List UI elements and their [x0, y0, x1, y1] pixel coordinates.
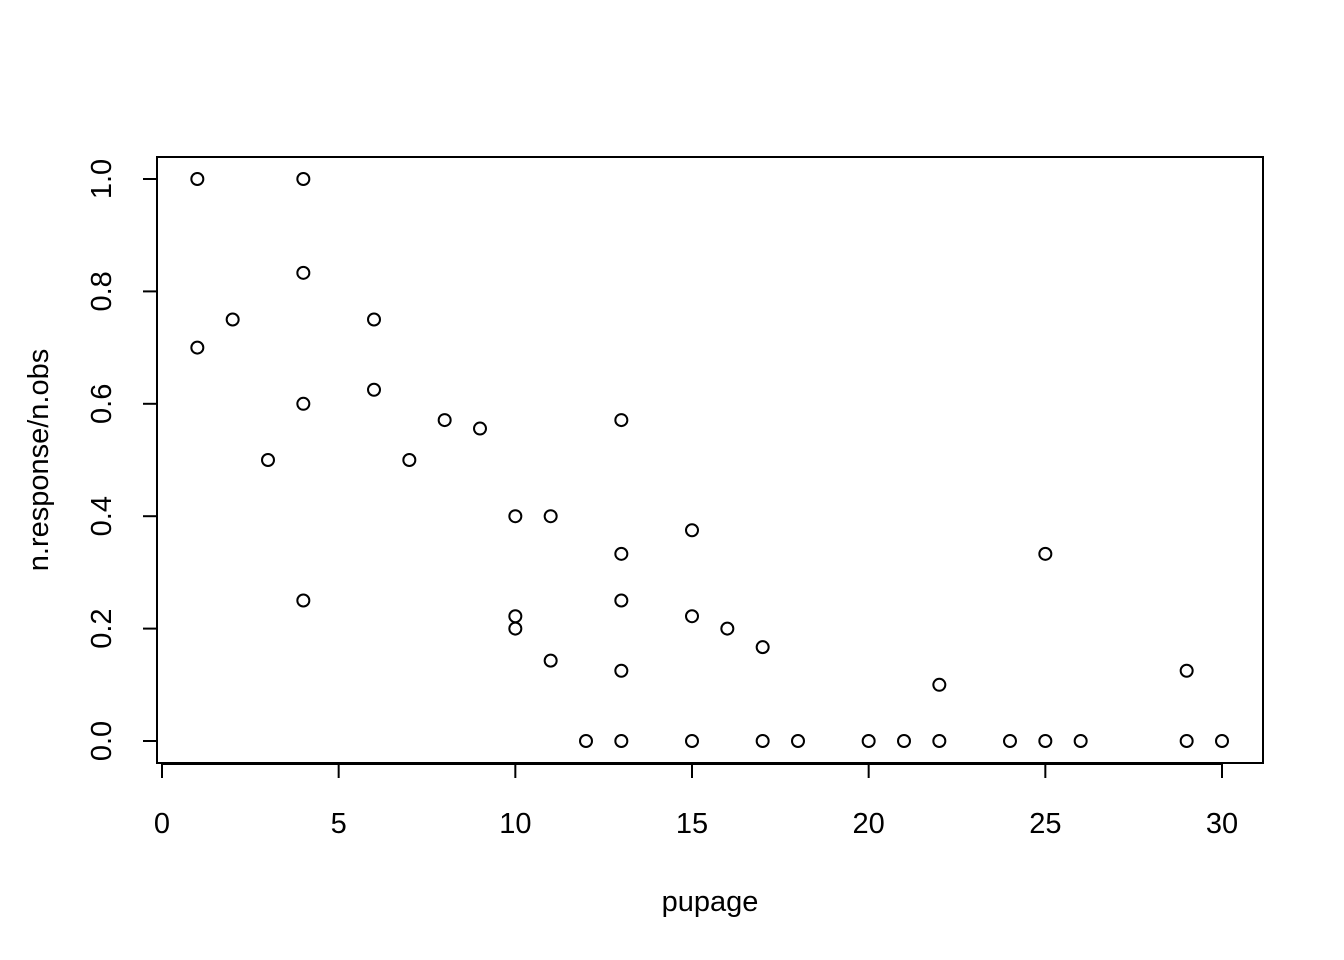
data-point: [296, 593, 311, 608]
x-tick-label: 10: [499, 808, 531, 840]
data-point: [473, 421, 487, 436]
data-points: [190, 172, 1229, 748]
data-point: [1003, 734, 1017, 748]
data-point: [685, 734, 699, 748]
x-tick-label: 5: [331, 808, 347, 840]
y-axis: 0.0 0.2 0.4 0.6 0.8 1.0: [86, 159, 158, 761]
x-axis-label: pupage: [662, 886, 759, 918]
data-point: [897, 734, 911, 748]
data-point: [402, 453, 417, 467]
data-point: [614, 663, 629, 678]
data-point: [508, 609, 523, 624]
data-point: [614, 546, 629, 561]
data-point: [791, 734, 805, 748]
data-point: [543, 653, 558, 668]
y-tick-label: 1.0: [86, 159, 118, 199]
data-point: [261, 453, 275, 467]
data-point: [1038, 734, 1053, 748]
y-axis-label: n.response/n.obs: [23, 349, 55, 571]
data-point: [1215, 734, 1229, 748]
data-point: [190, 340, 205, 355]
data-point: [755, 734, 770, 748]
data-point: [861, 734, 876, 748]
data-point: [755, 640, 770, 655]
data-point: [508, 509, 523, 524]
y-tick-label: 0.8: [86, 271, 118, 311]
data-point: [685, 609, 699, 624]
x-tick-label: 0: [154, 808, 170, 840]
data-point: [1179, 734, 1194, 748]
x-axis: 0 5 10 15 20 25 30: [154, 763, 1238, 840]
data-point: [225, 312, 240, 327]
y-tick-label: 0.0: [86, 721, 118, 761]
data-point: [1038, 546, 1053, 561]
plot-frame: [156, 156, 1264, 764]
data-point: [579, 734, 593, 748]
data-point: [437, 413, 452, 428]
data-point: [1179, 663, 1194, 678]
data-point: [720, 621, 735, 636]
data-point: [614, 593, 629, 608]
data-point: [614, 413, 629, 428]
y-tick-label: 0.6: [86, 384, 118, 424]
data-point: [685, 523, 699, 538]
data-point: [932, 734, 947, 748]
x-tick-label: 25: [1029, 808, 1061, 840]
data-point: [543, 509, 558, 524]
data-point: [614, 734, 629, 748]
data-point: [367, 382, 381, 397]
data-point: [932, 677, 947, 692]
x-tick-label: 20: [853, 808, 885, 840]
y-tick-label: 0.4: [86, 496, 118, 536]
data-point: [296, 396, 311, 411]
data-point: [508, 621, 523, 636]
data-point: [296, 172, 311, 186]
data-point: [190, 172, 205, 186]
x-tick-label: 30: [1206, 808, 1238, 840]
x-tick-label: 15: [676, 808, 708, 840]
y-tick-label: 0.2: [86, 608, 118, 648]
data-point: [1073, 734, 1088, 748]
data-point: [296, 265, 311, 280]
data-point: [367, 312, 381, 327]
